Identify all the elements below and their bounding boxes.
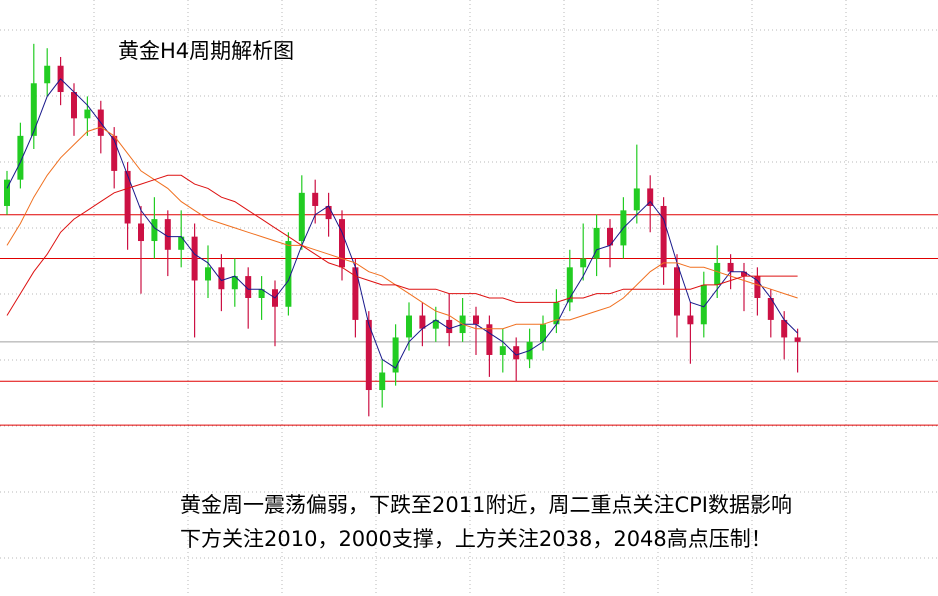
candle-body xyxy=(781,319,788,338)
candle-body xyxy=(164,219,171,250)
candle-body xyxy=(714,262,721,285)
candle-body xyxy=(312,192,319,206)
candle-body xyxy=(191,236,198,281)
candle-body xyxy=(419,315,426,329)
candle-body xyxy=(17,135,24,180)
candle-body xyxy=(245,276,252,298)
candle-body xyxy=(674,267,680,316)
moving-average xyxy=(6,126,798,330)
candle-body xyxy=(84,109,91,119)
candle-body xyxy=(392,337,399,373)
candle-body xyxy=(298,192,305,242)
candle-body xyxy=(660,205,667,268)
candle-body xyxy=(205,267,211,281)
candle-body xyxy=(218,267,225,290)
candle-body xyxy=(30,83,37,136)
candle-body xyxy=(352,267,359,320)
candle-body xyxy=(258,289,265,298)
candle-body xyxy=(124,170,131,224)
candle-body xyxy=(432,319,439,329)
candle-body xyxy=(794,337,801,342)
candle-body xyxy=(499,346,506,355)
candle-body xyxy=(325,205,332,220)
candle-body xyxy=(365,319,372,391)
candle-body xyxy=(4,179,10,206)
plot xyxy=(0,43,938,426)
chart-title: 黄金H4周期解析图 xyxy=(118,39,294,63)
annotation: 黄金周一震荡偏弱，下跌至2011附近，周二重点关注CPI数据影响 xyxy=(180,493,792,517)
candle-body xyxy=(486,324,493,355)
candle-body xyxy=(741,271,747,277)
candle-body xyxy=(700,284,707,325)
candle-body xyxy=(44,65,51,84)
candle-body xyxy=(607,227,613,246)
candle-body xyxy=(111,135,118,171)
candle-body xyxy=(727,262,734,272)
annotation: 下方关注2010，2000支撑，上方关注2038，2048高点压制！ xyxy=(180,527,772,551)
candle-body xyxy=(151,219,158,242)
candle-body xyxy=(540,324,546,342)
candle-body xyxy=(580,258,587,268)
candle-body xyxy=(138,223,144,242)
candle-body xyxy=(647,188,654,206)
candle-body xyxy=(379,372,386,391)
candle-body xyxy=(553,302,560,325)
candle-body xyxy=(406,315,412,338)
candle-body xyxy=(633,188,640,211)
candle-body xyxy=(687,315,694,325)
candle-body xyxy=(513,346,520,360)
candle-body xyxy=(178,236,185,250)
moving-average xyxy=(6,78,798,369)
candle-body xyxy=(71,92,77,119)
candle-body xyxy=(767,298,774,320)
candle-body xyxy=(231,276,238,290)
moving-average xyxy=(6,174,798,316)
candle-body xyxy=(566,267,573,303)
candle-body xyxy=(593,227,600,259)
candle-body xyxy=(446,319,453,334)
candle-body xyxy=(473,315,479,325)
candle-body xyxy=(285,241,292,307)
candle-body xyxy=(339,219,345,268)
candle-body xyxy=(754,276,761,298)
